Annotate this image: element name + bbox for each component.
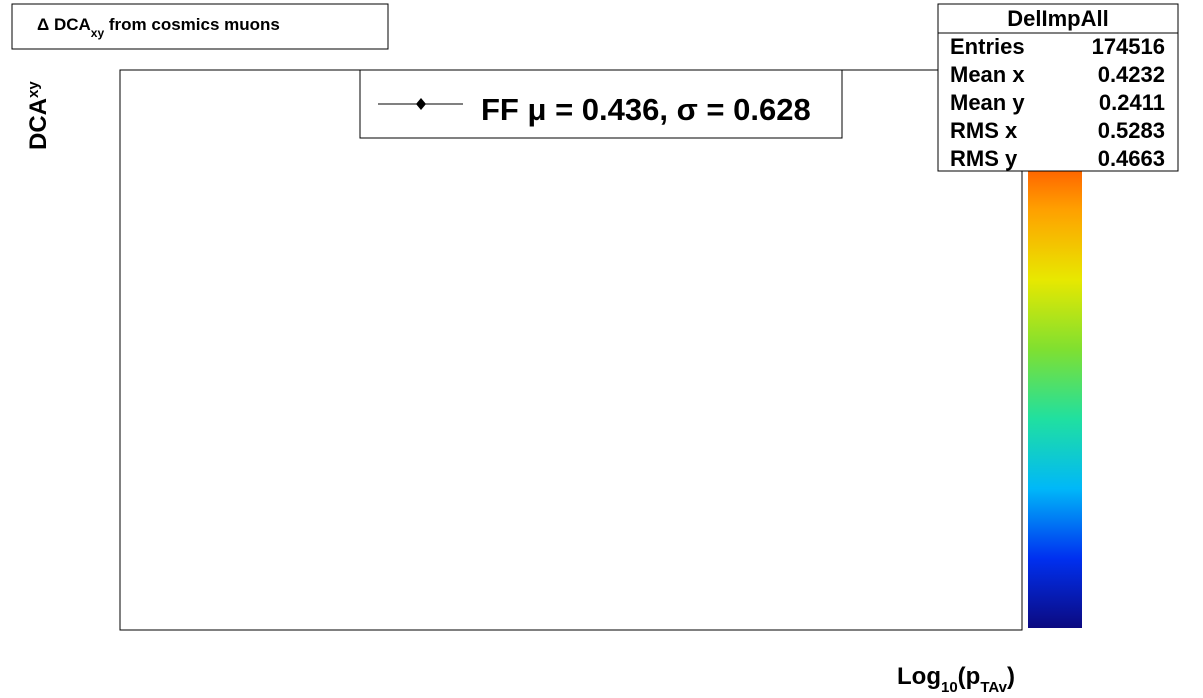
x-label-sub: 10 [941,679,958,696]
x-label-sub: TAv [980,679,1007,696]
x-label-part: ) [1007,663,1015,690]
stats-value: 174516 [1092,34,1165,59]
x-label-part: (p [958,663,981,690]
stats-value: 0.5283 [1098,118,1165,143]
x-axis-label: Log10(pTAv) [897,663,1015,696]
legend-text: FF μ = 0.436, σ = 0.628 [481,92,811,127]
x-label-part: Log [897,663,941,690]
title-sub: xy [91,26,105,40]
title-rest: from cosmics muons [104,15,280,34]
stats-value: 0.4663 [1098,146,1165,171]
stats-label: Entries [950,34,1025,59]
stats-label: RMS y [950,146,1018,171]
stats-box: DelImpAll Entries 174516 Mean x 0.4232 Mean … [937,3,1179,172]
y-axis-label: DCAxy [25,81,52,150]
stats-frame [937,3,1179,172]
y-label-main: DCA [25,98,52,150]
stats-label: Mean x [950,62,1025,87]
stats-value: 0.2411 [1099,90,1165,115]
stats-rows: Entries 174516 Mean x 0.4232 Mean y 0.2411 RMS… [950,34,1165,171]
stats-label: Mean y [950,90,1025,115]
stats-label: RMS x [950,118,1018,143]
y-label-sub: xy [25,81,42,98]
title-box [11,3,389,50]
legend: FF μ = 0.436, σ = 0.628 [359,69,843,139]
stats-value: 0.4232 [1098,62,1165,87]
title-main: Δ DCA [37,15,91,34]
chart-title: Δ DCAxy from cosmics muons [37,15,280,40]
legend-marker [416,98,426,110]
stats-title: DelImpAll [1007,6,1108,31]
